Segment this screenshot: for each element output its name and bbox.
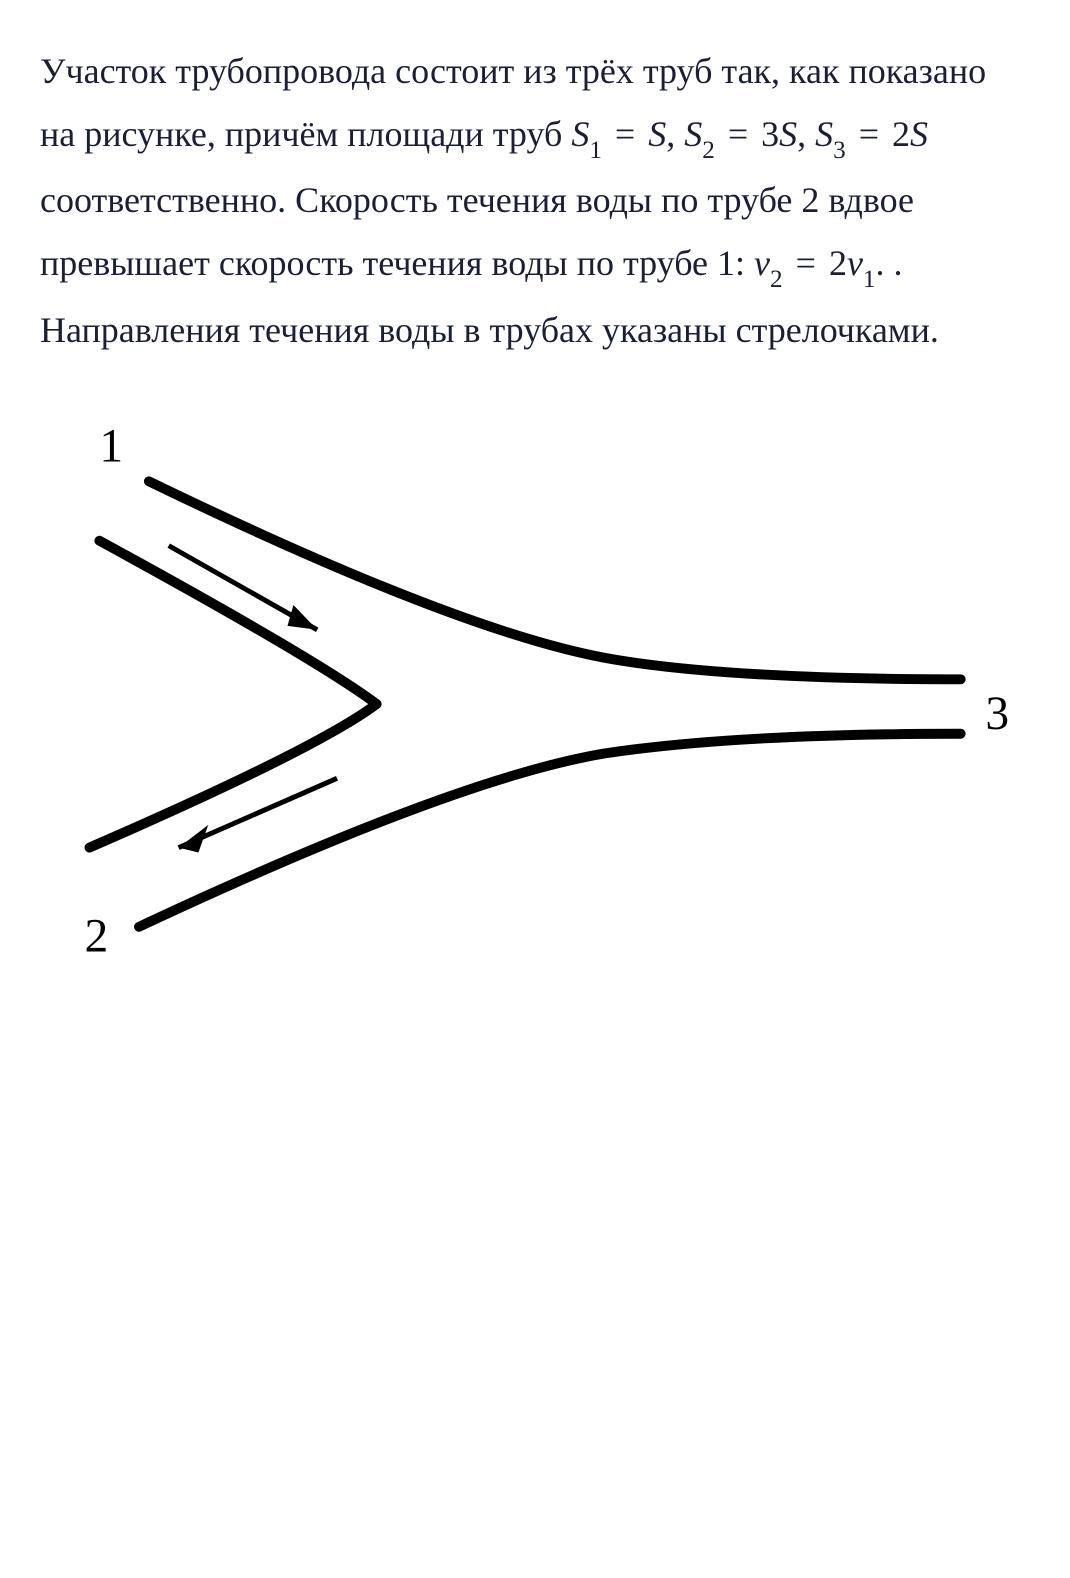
label-pipe3: 3 [985,687,1009,739]
text-part-2: соответственно. Скорость течения воды по… [40,180,801,220]
pipe2-lower-wall [139,733,961,926]
math-eq4: = [792,243,820,283]
math-3S: S [779,114,797,154]
math-v2: v2 [754,243,783,283]
math-2: 2 [892,114,910,154]
math-eq3: = [855,114,883,154]
math-S1: S1 [571,114,602,154]
pipe-diagram: 1 2 3 [40,412,1030,957]
math-S2: S2 [684,114,715,154]
math-3: 3 [761,114,779,154]
label-pipe2: 2 [85,910,109,956]
math-eq2: = [724,114,752,154]
pipe-2-ref: 2 [801,180,819,220]
arrow-pipe2 [179,778,337,852]
pipe-1-ref: 1 [717,243,735,283]
label-pipe1: 1 [99,420,123,472]
pipe1-upper-wall [149,481,961,679]
math-2S: S [910,114,928,154]
math-v1: v1 [847,243,876,283]
math-coef-2: 2 [829,243,847,283]
math-S: S [648,114,666,154]
math-eq1: = [611,114,639,154]
math-S3: S3 [815,114,846,154]
problem-statement: Участок трубопровода состоит из трёх тру… [40,40,1030,362]
